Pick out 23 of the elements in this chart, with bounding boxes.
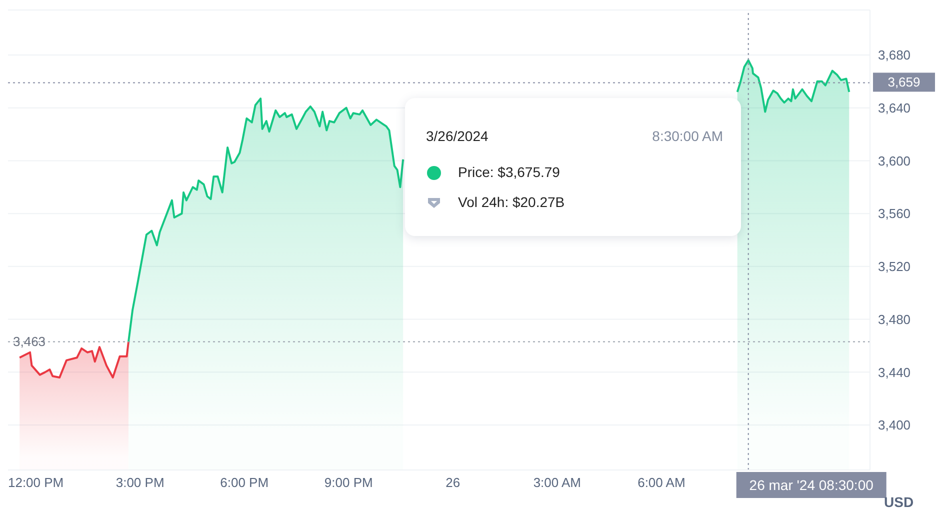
x-tick-label: 12:00 PM [8, 475, 64, 490]
y-tick-label: 3,400 [878, 418, 911, 433]
x-tick-label: 3:00 AM [533, 475, 582, 490]
annotation: 3/26/2024 [426, 128, 488, 144]
x-tick-label: 3:00 PM [116, 475, 164, 490]
y-tick-label: 3,560 [878, 206, 911, 222]
y-tick-label: 3,480 [878, 312, 911, 327]
x-tick-label: 26 [446, 475, 460, 490]
y-tick-label: 3,520 [878, 259, 911, 274]
y-axis-title: USD [884, 494, 914, 510]
annotation: 8:30:00 AM [652, 128, 723, 144]
y-tick-label: 3,440 [878, 364, 911, 380]
y-tick-label: 3,640 [878, 100, 911, 116]
ref-line-label: 3,659 [888, 74, 920, 90]
y-tick-label: 3,600 [878, 153, 911, 168]
x-tick-label: 9:00 PM [324, 475, 373, 490]
y-tick-label: 3,680 [878, 48, 911, 63]
x-tick-label: 6:00 PM [220, 475, 269, 490]
annotation: Vol 24h: $20.27B [458, 194, 565, 210]
ref-line-label: 26 mar '24 08:30:00 [749, 477, 874, 493]
x-tick-label: 6:00 AM [638, 475, 686, 490]
ref-line-label: 3,463 [13, 334, 46, 349]
annotation: Price: $3,675.79 [458, 164, 560, 180]
